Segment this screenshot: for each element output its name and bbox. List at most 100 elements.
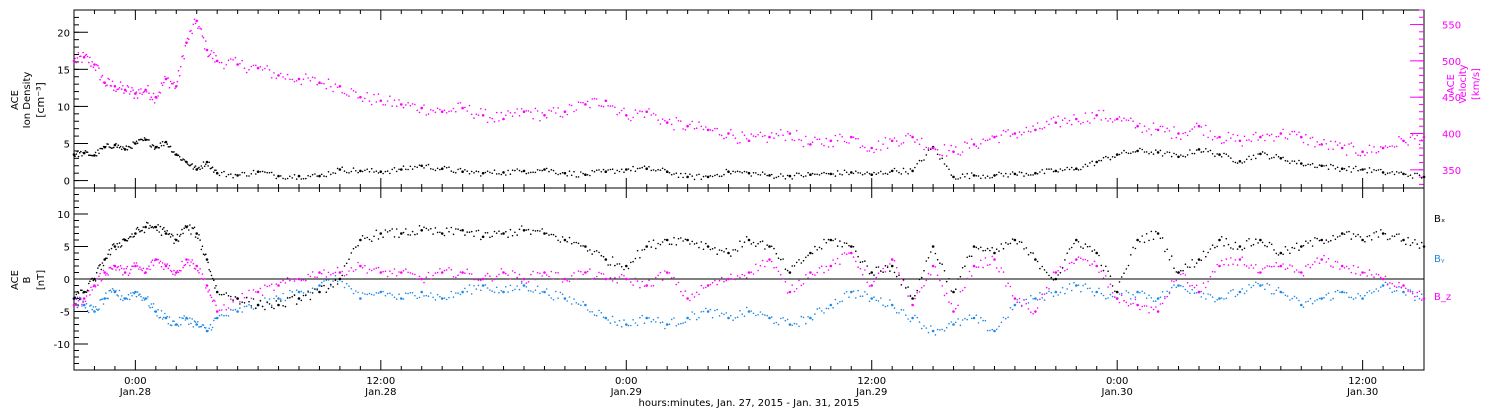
density-trace-dot — [375, 170, 378, 172]
density-trace-dot — [652, 169, 655, 171]
bz-trace-dot — [777, 270, 780, 273]
bx-trace-dot — [197, 237, 199, 240]
bx-trace-dot — [200, 248, 203, 251]
bz-trace-dot — [466, 268, 469, 271]
bx-trace-dot — [1118, 281, 1121, 283]
velocity-trace-dot — [448, 110, 450, 113]
bz-trace-dot — [507, 274, 509, 277]
bz-trace-dot — [1268, 265, 1271, 268]
velocity-trace-dot — [143, 90, 146, 93]
by-trace-dot — [1068, 283, 1071, 285]
density-trace-dot — [1420, 177, 1423, 179]
velocity-trace-dot — [1339, 142, 1341, 144]
bz-trace-dot — [239, 301, 241, 303]
by-trace-dot — [516, 285, 518, 287]
velocity-trace-dot — [264, 67, 266, 70]
density-trace-dot — [893, 167, 896, 170]
bx-trace-dot — [151, 226, 154, 228]
bx-trace-dot — [203, 254, 206, 256]
bx-trace-dot — [866, 265, 868, 267]
velocity-trace-dot — [122, 85, 124, 87]
velocity-trace-dot — [164, 75, 166, 78]
by-trace-dot — [186, 318, 189, 320]
density-trace-dot — [823, 171, 825, 174]
bz-trace-dot — [89, 294, 91, 296]
velocity-trace-dot — [1325, 143, 1328, 145]
velocity-trace-dot — [816, 138, 818, 141]
bx-trace-dot — [757, 242, 759, 245]
velocity-trace-dot — [391, 105, 394, 107]
bx-trace-dot — [1314, 237, 1316, 239]
density-trace-dot — [877, 172, 880, 174]
density-trace-dot — [966, 172, 968, 175]
density-trace-dot — [163, 144, 165, 147]
velocity-trace-dot — [725, 136, 728, 139]
bz-trace-dot — [711, 281, 714, 284]
by-trace-dot — [89, 305, 91, 307]
bz-trace-dot — [127, 274, 130, 277]
velocity-trace-dot — [807, 143, 809, 145]
bz-trace-dot — [158, 262, 160, 264]
bx-trace-dot — [230, 295, 232, 298]
bz-trace-dot — [1175, 279, 1178, 282]
velocity-trace-dot — [1345, 154, 1348, 156]
by-trace-dot — [593, 314, 596, 316]
by-trace-dot — [745, 306, 748, 309]
bx-trace-dot — [425, 227, 428, 230]
bx-trace-dot — [164, 230, 166, 233]
density-trace-dot — [641, 166, 643, 169]
density-trace-dot — [273, 174, 275, 176]
bx-trace-dot — [616, 263, 618, 265]
by-point — [665, 323, 669, 326]
bz-trace-dot — [857, 266, 859, 268]
bz-point — [522, 277, 526, 281]
bz-trace-dot — [991, 255, 993, 258]
density-trace-dot — [1173, 152, 1175, 155]
by-trace-dot — [202, 324, 205, 326]
velocity-trace-dot — [791, 138, 793, 141]
by-trace-dot — [700, 311, 703, 313]
bx-point — [972, 245, 976, 248]
by-trace-dot — [332, 280, 334, 282]
bx-trace-dot — [1289, 252, 1291, 255]
velocity-trace-dot — [239, 62, 241, 65]
bx-trace-dot — [552, 233, 555, 236]
density-point — [400, 168, 403, 171]
velocity-trace-dot — [920, 137, 923, 140]
density-trace-dot — [1152, 153, 1155, 155]
velocity-trace-dot — [436, 107, 439, 110]
by-trace-dot — [730, 314, 732, 317]
bx-trace-dot — [386, 231, 389, 233]
bz-trace-dot — [964, 286, 966, 289]
bx-trace-dot — [539, 230, 541, 232]
bx-trace-dot — [1307, 242, 1309, 244]
velocity-trace-dot — [982, 138, 984, 140]
by-point — [420, 290, 424, 294]
bx-trace-dot — [1036, 260, 1039, 263]
bz-trace-dot — [823, 271, 825, 274]
bz-trace-dot — [198, 272, 200, 274]
bz-trace-dot — [575, 278, 578, 280]
by-trace-dot — [132, 291, 134, 294]
velocity-point — [338, 85, 342, 88]
by-trace-dot — [575, 302, 578, 304]
bx-trace-dot — [1191, 259, 1193, 261]
by-trace-dot — [807, 316, 809, 318]
bz-trace-dot — [81, 303, 83, 306]
velocity-trace-dot — [1093, 117, 1096, 120]
bx-point — [215, 290, 219, 294]
bx-point — [236, 297, 239, 300]
bx-trace-dot — [836, 245, 839, 247]
bz-trace-dot — [398, 271, 400, 273]
density-trace-dot — [1316, 166, 1318, 169]
bz-point — [870, 284, 873, 287]
by-trace-dot — [178, 316, 181, 319]
density-trace-dot — [343, 170, 346, 172]
density-trace-dot — [220, 171, 223, 174]
velocity-point — [563, 110, 567, 113]
velocity-trace-dot — [169, 80, 172, 83]
bz-trace-dot — [473, 278, 475, 281]
velocity-trace-dot — [1384, 145, 1387, 147]
bx-trace-dot — [905, 287, 907, 289]
bx-trace-dot — [575, 241, 578, 244]
